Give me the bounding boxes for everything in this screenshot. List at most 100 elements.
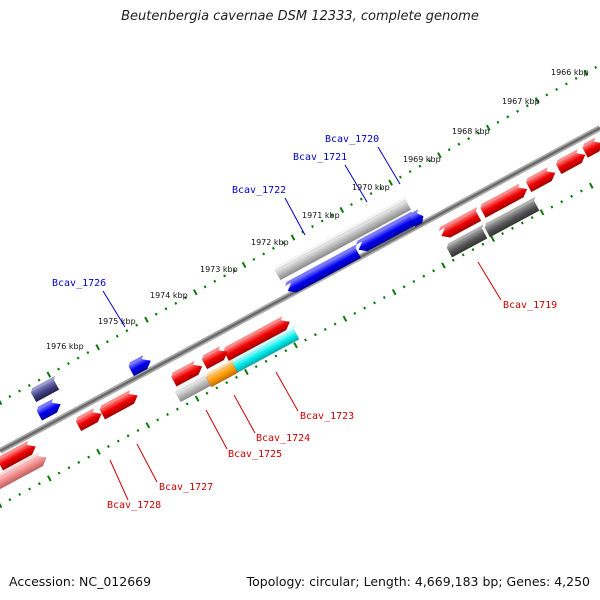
gene-red-small-b <box>170 360 203 387</box>
ruler-tick <box>8 394 12 399</box>
ruler-tick <box>215 386 219 390</box>
ruler-tick <box>447 148 451 152</box>
kbp-tick-label: 1971 kbp <box>302 211 340 220</box>
ruler-tick <box>76 356 80 360</box>
ruler-tick <box>77 460 81 464</box>
ruler-tick <box>136 428 140 433</box>
gene-bcav-1724-top <box>223 316 291 362</box>
kbp-tick-label: 1966 kbp <box>551 68 589 77</box>
ruler-tick <box>106 444 110 449</box>
gene-label: Bcav_1725 <box>205 409 282 460</box>
gene-label: Bcav_1728 <box>107 459 161 511</box>
gene-label: Bcav_1723 <box>275 371 354 422</box>
ruler-tick <box>539 209 545 216</box>
ruler-tick <box>57 367 61 371</box>
ruler-tick <box>0 501 3 509</box>
ruler-tick <box>293 342 298 349</box>
ruler-tick <box>194 395 200 402</box>
ruler-tick <box>467 137 471 141</box>
ruler-tick <box>594 65 598 69</box>
gene-bcav-1724 <box>205 358 239 388</box>
ruler-tick <box>501 232 505 236</box>
kbp-tick-label: 1974 kbp <box>150 291 188 300</box>
ruler-tick <box>95 344 101 351</box>
ruler-tick <box>205 391 209 395</box>
ruler-tick <box>184 296 187 300</box>
ruler-tick <box>506 115 510 119</box>
ruler-tick <box>86 351 90 355</box>
ruler-tick <box>203 285 207 289</box>
ruler-tick <box>175 407 179 411</box>
ruler-tick <box>574 76 578 80</box>
svg-text:Bcav_1727: Bcav_1727 <box>159 482 213 493</box>
ruler-tick <box>471 248 475 252</box>
ruler-tick <box>8 498 12 502</box>
ruler-tick <box>363 306 367 310</box>
ruler-tick <box>28 487 32 491</box>
gene-bcav-1727 <box>99 389 139 420</box>
ruler-tick <box>264 359 268 363</box>
ruler-tick <box>570 194 574 198</box>
svg-text:Bcav_1719: Bcav_1719 <box>503 300 557 311</box>
svg-text:Bcav_1722: Bcav_1722 <box>232 185 286 196</box>
ruler-tick <box>564 82 568 86</box>
ruler-tick <box>18 492 22 496</box>
gene-bcav-1725 <box>175 372 211 403</box>
ruler-tick <box>116 439 120 443</box>
ruler-tick <box>579 189 583 193</box>
ruler-tick <box>418 164 422 168</box>
kbp-tick-label: 1972 kbp <box>251 238 289 247</box>
ruler-tick <box>391 288 397 296</box>
ruler-tick <box>534 97 540 104</box>
svg-text:Bcav_1728: Bcav_1728 <box>107 500 161 511</box>
bp-ruler <box>0 65 598 509</box>
ruler-tick <box>461 253 465 257</box>
ruler-tick <box>428 159 432 163</box>
ruler-tick <box>398 175 402 179</box>
ruler-tick <box>125 329 129 333</box>
ruler-tick <box>96 448 101 455</box>
svg-text:Bcav_1720: Bcav_1720 <box>325 134 379 145</box>
ruler-tick <box>37 378 41 382</box>
ruler-tick <box>154 312 158 316</box>
gene-red-right-b <box>479 183 528 219</box>
ruler-tick <box>545 93 549 97</box>
ruler-tick <box>235 375 238 379</box>
ruler-tick <box>232 268 236 272</box>
svg-text:Bcav_1721: Bcav_1721 <box>293 152 347 163</box>
ruler-tick <box>496 120 500 124</box>
ruler-tick <box>284 349 288 353</box>
gene-blue-left <box>36 398 61 421</box>
ruler-tick <box>560 200 564 204</box>
gene-red-right-e <box>582 137 600 158</box>
ruler-tick <box>0 398 3 406</box>
ruler-tick <box>342 315 348 322</box>
ruler-tick <box>588 182 594 189</box>
gene-label: Bcav_1722 <box>232 185 306 236</box>
gene-labels: Bcav_1720 Bcav_1721 Bcav_1722 Bcav_1726 Bcav… <box>52 134 557 511</box>
kbp-tick-labels: 1966 kbp 1967 kbp 1968 kbp 1969 kbp 1970 kbp… <box>46 68 589 351</box>
ruler-tick <box>379 186 383 190</box>
ruler-tick <box>185 402 189 406</box>
gene-label: Bcav_1726 <box>52 278 126 328</box>
ruler-tick <box>369 192 373 196</box>
gene-bcav-1726 <box>128 355 152 377</box>
gene-red-right-d <box>555 149 586 175</box>
ruler-tick <box>67 466 71 470</box>
ruler-tick <box>359 197 363 201</box>
ruler-tick <box>323 327 327 331</box>
gene-label: Bcav_1721 <box>293 152 368 203</box>
gene-navy <box>30 375 60 403</box>
kbp-tick-label: 1975 kbp <box>98 317 136 326</box>
ruler-tick <box>330 213 334 218</box>
ruler-tick <box>223 274 227 278</box>
ruler-tick <box>511 226 514 230</box>
svg-text:Bcav_1724: Bcav_1724 <box>256 433 310 444</box>
ruler-tick <box>225 381 229 385</box>
ruler-tick <box>350 202 353 207</box>
ruler-tick <box>320 219 324 223</box>
ruler-tick <box>516 109 520 113</box>
gene-red-small-a <box>201 346 228 370</box>
ruler-tick <box>550 205 554 209</box>
